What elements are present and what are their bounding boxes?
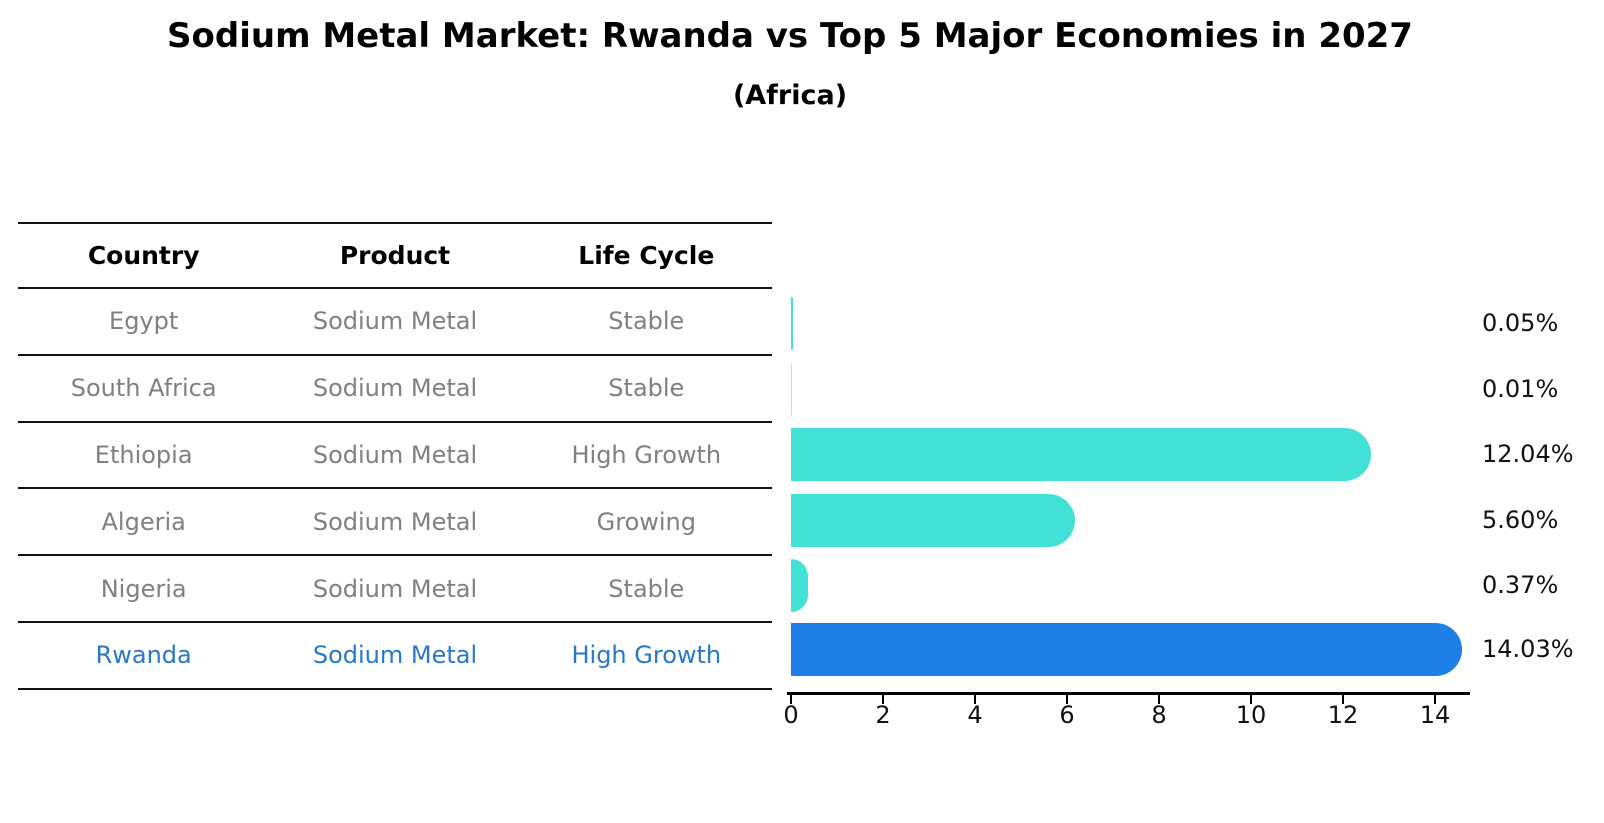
- x-axis-tick-label: 0: [783, 701, 799, 729]
- table-cell-product: Sodium Metal: [312, 574, 478, 603]
- table-cell-product: Sodium Metal: [312, 374, 478, 403]
- bar-nigeria: [791, 558, 809, 612]
- x-axis-tick: [882, 695, 884, 704]
- bar-south-africa: [791, 362, 793, 416]
- bar-rwanda: [791, 622, 1463, 676]
- bar-value-label: 0.01%: [1482, 375, 1559, 403]
- bar-algeria: [791, 493, 1075, 547]
- x-axis-tick-label: 8: [1151, 701, 1167, 729]
- column-header-product: Product: [339, 241, 451, 270]
- bar-value-label: 5.60%: [1482, 506, 1559, 534]
- table-row: Egypt Sodium Metal Stable: [18, 289, 772, 356]
- table-cell-life-cycle: Growing: [596, 507, 696, 536]
- x-axis-tick: [1434, 695, 1436, 704]
- table-cell-country: South Africa: [70, 374, 217, 403]
- bar-egypt: [791, 296, 794, 350]
- table-cell-product: Sodium Metal: [312, 440, 478, 469]
- x-axis-tick: [974, 695, 976, 704]
- x-axis-tick: [1250, 695, 1252, 704]
- country-table: Country Product Life Cycle Egypt Sodium M…: [18, 222, 772, 690]
- x-axis-tick-label: 12: [1327, 701, 1359, 729]
- table-row: South Africa Sodium Metal Stable: [18, 356, 772, 423]
- x-axis-tick: [1342, 695, 1344, 704]
- table-cell-country: Algeria: [101, 507, 186, 536]
- column-header-country: Country: [87, 241, 200, 270]
- x-axis-tick: [1066, 695, 1068, 704]
- bar-value-label: 12.04%: [1482, 440, 1574, 468]
- bar-value-label: 0.05%: [1482, 309, 1559, 337]
- table-row: Nigeria Sodium Metal Stable: [18, 556, 772, 623]
- table-row: Ethiopia Sodium Metal High Growth: [18, 423, 772, 490]
- bar-value-label: 0.37%: [1482, 571, 1559, 599]
- table-row: Rwanda Sodium Metal High Growth: [18, 623, 772, 690]
- table-cell-life-cycle: Stable: [608, 574, 685, 603]
- table-cell-country: Rwanda: [95, 641, 192, 670]
- x-axis-tick-label: 10: [1235, 701, 1267, 729]
- table-cell-country: Nigeria: [100, 574, 187, 603]
- x-axis-tick-label: 14: [1419, 701, 1451, 729]
- x-axis-tick-label: 6: [1059, 701, 1075, 729]
- table-cell-life-cycle: High Growth: [571, 440, 722, 469]
- table-cell-product: Sodium Metal: [312, 307, 478, 336]
- bar-value-label: 14.03%: [1482, 635, 1574, 663]
- table-cell-life-cycle: Stable: [608, 307, 685, 336]
- table-cell-product: Sodium Metal: [312, 507, 478, 536]
- x-axis-tick: [790, 695, 792, 704]
- column-header-life-cycle: Life Cycle: [578, 241, 715, 270]
- chart-title: Sodium Metal Market: Rwanda vs Top 5 Maj…: [167, 16, 1413, 56]
- table-header-row: Country Product Life Cycle: [18, 222, 772, 289]
- x-axis-tick-label: 4: [967, 701, 983, 729]
- table-cell-life-cycle: Stable: [608, 374, 685, 403]
- table-cell-country: Ethiopia: [94, 440, 193, 469]
- chart-subtitle: (Africa): [732, 80, 848, 111]
- table-cell-product: Sodium Metal: [312, 641, 478, 670]
- bar-ethiopia: [791, 427, 1371, 481]
- table-cell-life-cycle: High Growth: [571, 641, 722, 670]
- table-cell-country: Egypt: [109, 307, 179, 336]
- x-axis-line: [787, 692, 1470, 695]
- x-axis-tick-label: 2: [875, 701, 891, 729]
- table-row: Algeria Sodium Metal Growing: [18, 489, 772, 557]
- x-axis-tick: [1158, 695, 1160, 704]
